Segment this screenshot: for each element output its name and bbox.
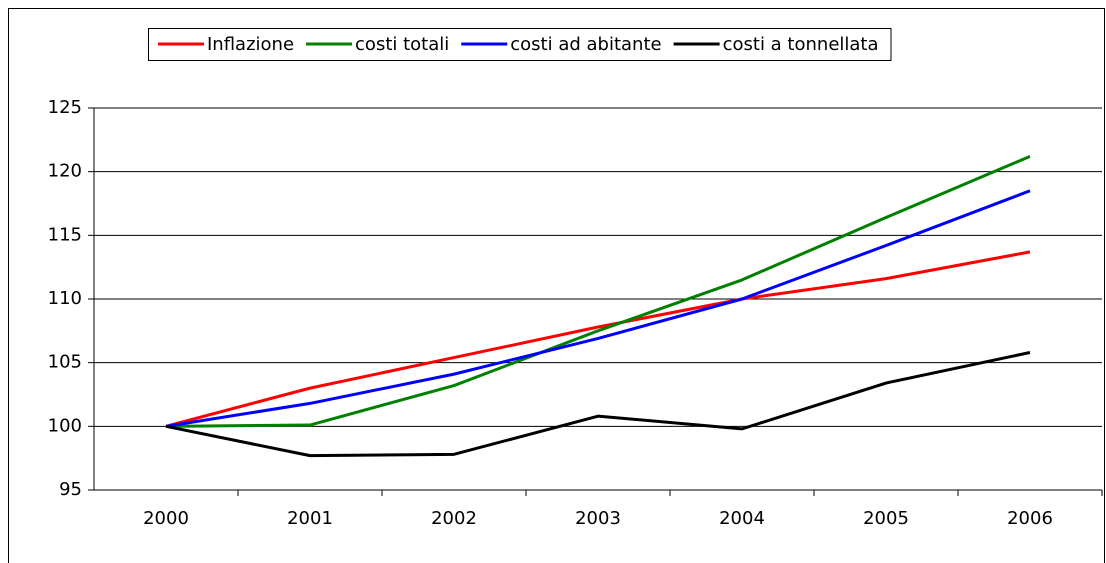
y-tick-label: 125 [48, 97, 82, 118]
x-tick-label: 2004 [719, 508, 765, 529]
x-tick-label: 2006 [1007, 508, 1053, 529]
series-line [165, 155, 1031, 428]
legend-label: costi ad abitante [510, 34, 661, 55]
y-tick-label: 120 [48, 161, 82, 182]
x-tick-label: 2003 [575, 508, 621, 529]
y-tick-label: 100 [48, 415, 82, 436]
x-tick-label: 2001 [287, 508, 333, 529]
legend-label: costi a tonnellata [723, 34, 879, 55]
y-tick-label: 95 [59, 479, 82, 500]
series-line [165, 189, 1031, 428]
y-tick-label: 105 [48, 352, 82, 373]
y-tick-label: 110 [48, 288, 82, 309]
legend-box [148, 28, 892, 61]
x-tick-label: 2000 [143, 508, 189, 529]
x-tick-label: 2005 [863, 508, 909, 529]
series-line [165, 351, 1031, 458]
series-line [165, 250, 1031, 428]
y-tick-label: 115 [48, 224, 82, 245]
legend-label: Inflazione [207, 34, 294, 55]
legend-label: costi totali [355, 34, 449, 55]
x-tick-label: 2002 [431, 508, 477, 529]
chart-frame [8, 8, 1105, 563]
